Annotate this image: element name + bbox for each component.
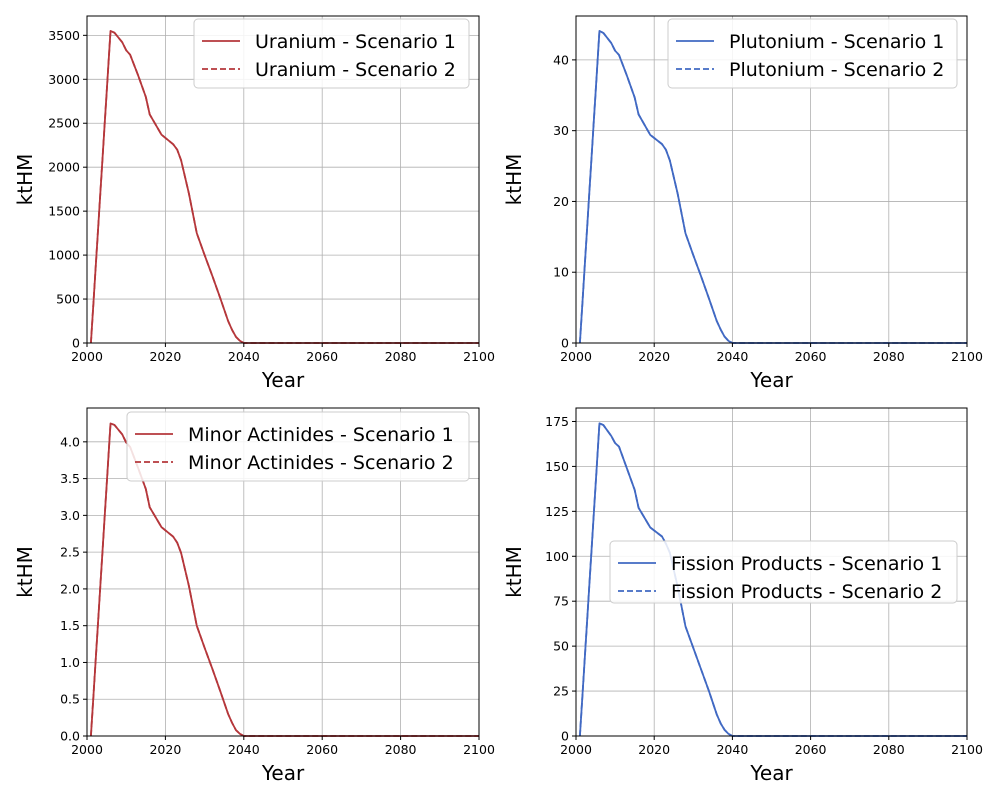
y-tick-label: 1500: [48, 204, 80, 219]
x-tick-label: 2040: [228, 349, 260, 364]
x-tick-label: 2000: [560, 742, 592, 757]
legend-entry-label: Plutonium - Scenario 2: [729, 59, 944, 81]
axes-frame: [86, 15, 480, 344]
y-tick-label: 40: [553, 52, 569, 67]
x-tick-label: 2100: [463, 742, 495, 757]
x-tick-label: 2100: [951, 349, 983, 364]
chart-panel-1: 2000 2020 2040 2060 2080 2100 0 500 1000 1500 2000…: [13, 15, 495, 392]
y-tick-label: 50: [553, 639, 569, 654]
series-line-2: [90, 422, 479, 737]
legend-box: [193, 18, 470, 89]
y-tick-label: 1000: [48, 248, 80, 263]
axes-frame: [86, 407, 480, 737]
axes-frame: [575, 15, 968, 344]
y-tick-label: 500: [56, 292, 80, 307]
y-tick-label: 125: [545, 504, 569, 519]
legend: Uranium - Scenario 1 Uranium - Scenario 2: [193, 18, 470, 89]
y-tick-label: 2000: [48, 160, 80, 175]
x-tick-label: 2060: [306, 349, 338, 364]
y-tick-label: 20: [553, 194, 569, 209]
y-tick-label: 0.5: [60, 692, 80, 707]
y-tick-label: 175: [545, 414, 569, 429]
x-tick-label: 2080: [385, 742, 417, 757]
legend: Minor Actinides - Scenario 1 Minor Actini…: [126, 411, 470, 482]
y-tick-label: 0.0: [60, 729, 80, 744]
y-axis-label: ktHM: [502, 154, 526, 206]
legend-entry-label: Fission Products - Scenario 1: [671, 553, 942, 575]
x-tick-label: 2020: [638, 349, 670, 364]
x-tick-label: 2060: [795, 742, 827, 757]
y-tick-label: 3500: [48, 28, 80, 43]
y-tick-label: 0: [72, 336, 80, 351]
legend-box: [667, 18, 958, 89]
y-tick-label: 2.0: [60, 581, 80, 596]
y-tick-label: 2.5: [60, 545, 80, 560]
y-tick-label: 3.0: [60, 508, 80, 523]
x-tick-label: 2000: [71, 349, 103, 364]
legend-entry-label: Minor Actinides - Scenario 2: [188, 452, 454, 474]
x-tick-label: 2020: [149, 349, 181, 364]
y-tick-label: 4.0: [60, 434, 80, 449]
legend-entry-label: Fission Products - Scenario 2: [671, 581, 942, 603]
x-tick-label: 2040: [228, 742, 260, 757]
series-line-2: [90, 30, 479, 344]
x-tick-label: 2060: [795, 349, 827, 364]
axes-frame: [575, 407, 968, 737]
y-tick-label: 100: [545, 549, 569, 564]
x-tick-label: 2100: [463, 349, 495, 364]
y-tick-label: 150: [545, 459, 569, 474]
x-tick-label: 2060: [306, 742, 338, 757]
legend-box: [126, 411, 470, 482]
y-tick-label: 1.0: [60, 655, 80, 670]
chart-panel-4: 2000 2020 2040 2060 2080 2100 0 25 50 75 100 125 150…: [502, 407, 983, 785]
y-axis-label: ktHM: [502, 546, 526, 598]
y-tick-label: 0: [561, 336, 569, 351]
x-tick-label: 2020: [149, 742, 181, 757]
y-tick-label: 25: [553, 684, 569, 699]
y-axis-label: ktHM: [13, 154, 37, 206]
x-axis-label: Year: [749, 761, 793, 785]
y-tick-label: 1.5: [60, 618, 80, 633]
y-tick-label: 3000: [48, 72, 80, 87]
legend-box: [609, 540, 958, 604]
legend-entry-label: Minor Actinides - Scenario 1: [188, 424, 454, 446]
x-tick-label: 2000: [560, 349, 592, 364]
x-tick-label: 2020: [638, 742, 670, 757]
y-tick-label: 3.5: [60, 471, 80, 486]
x-tick-label: 2080: [873, 349, 905, 364]
y-tick-label: 2500: [48, 116, 80, 131]
y-tick-label: 30: [553, 123, 569, 138]
x-tick-label: 2080: [385, 349, 417, 364]
x-tick-label: 2040: [716, 742, 748, 757]
y-axis-label: ktHM: [13, 546, 37, 598]
legend-entry-label: Plutonium - Scenario 1: [729, 31, 944, 53]
y-tick-label: 0: [561, 729, 569, 744]
legend: Plutonium - Scenario 1 Plutonium - Scenar…: [667, 18, 958, 89]
x-tick-label: 2100: [951, 742, 983, 757]
chart-panel-3: 2000 2020 2040 2060 2080 2100 0.0 0.5 1.0 1.5 2.0 2…: [13, 407, 495, 785]
y-tick-label: 10: [553, 265, 569, 280]
legend-entry-label: Uranium - Scenario 1: [255, 31, 456, 53]
legend-entry-label: Uranium - Scenario 2: [255, 59, 456, 81]
y-tick-label: 75: [553, 594, 569, 609]
x-tick-label: 2000: [71, 742, 103, 757]
x-tick-label: 2080: [873, 742, 905, 757]
x-axis-label: Year: [261, 368, 305, 392]
x-tick-label: 2040: [716, 349, 748, 364]
x-axis-label: Year: [261, 761, 305, 785]
x-axis-label: Year: [749, 368, 793, 392]
series-line-2: [579, 29, 967, 344]
legend: Fission Products - Scenario 1 Fission Pro…: [609, 540, 958, 604]
chart-panel-2: 2000 2020 2040 2060 2080 2100 0 10 20 30 40 Year ktH…: [502, 15, 983, 392]
